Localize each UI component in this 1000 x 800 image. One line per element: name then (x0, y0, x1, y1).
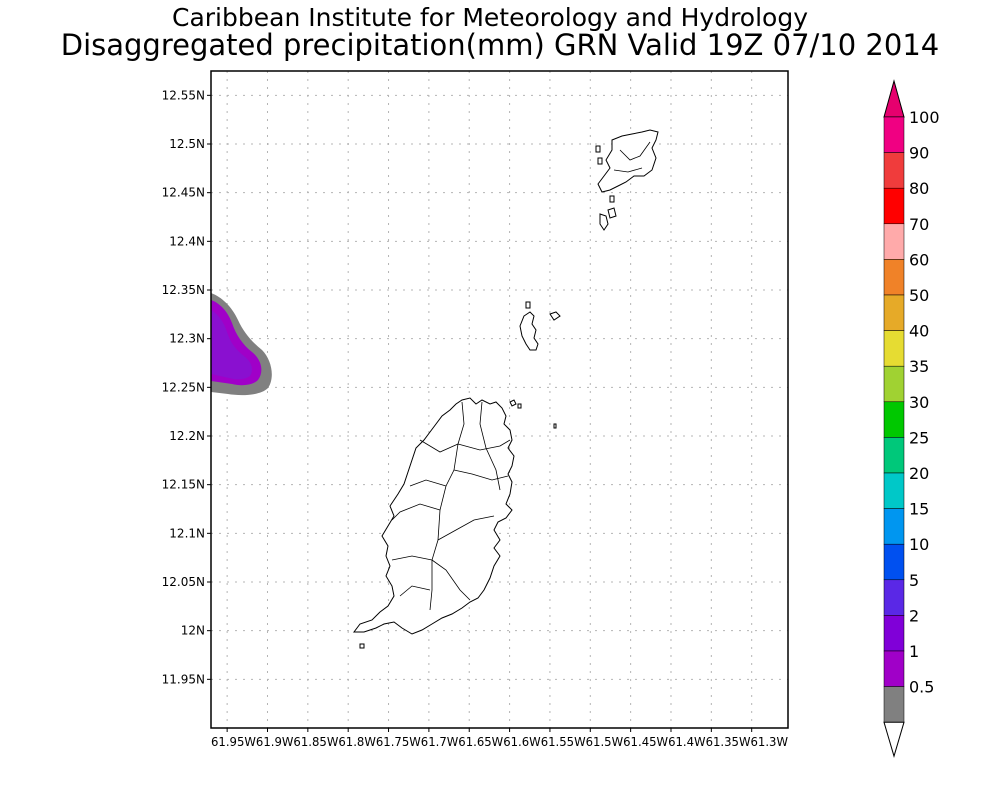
coastline-islands (353, 129, 659, 649)
map-title-institute: Caribbean Institute for Meteorology and … (172, 3, 808, 32)
small-islet (609, 195, 615, 203)
colorbar-label: 70 (909, 215, 929, 234)
ronde-island (519, 311, 539, 351)
colorbar-label: 15 (909, 500, 929, 519)
colorbar-swatch (883, 259, 905, 296)
colorbar-label: 100 (909, 108, 940, 127)
map-gridlines (211, 71, 788, 728)
colorbar-label: 80 (909, 179, 929, 198)
latitude-tick-label: 12.4N (169, 234, 205, 248)
colorbar-label: 60 (909, 250, 929, 269)
colorbar-swatch (883, 579, 905, 616)
small-islet (599, 213, 609, 231)
colorbar-swatch (883, 543, 905, 581)
latitude-tick-label: 11.95N (162, 672, 205, 686)
colorbar-label: 2 (909, 606, 919, 625)
colorbar-legend: 100 90 80 70 60 50 40 35 30 25 20 15 10 5 2 1 0.5 (883, 79, 940, 758)
map-frame (210, 70, 789, 729)
longitude-axis-labels: 61.95W61.9W61.85W61.8W61.75W61.7W61.65W6… (211, 735, 788, 749)
latitude-tick-label: 12.15N (162, 478, 205, 492)
latitude-tick-label: 12.35N (162, 283, 205, 297)
latitude-tick-label: 12.1N (169, 526, 205, 540)
colorbar-label: 1 (909, 642, 919, 661)
grenada-island (353, 397, 515, 635)
small-islet (595, 145, 601, 153)
latitude-tick-label: 12.3N (169, 332, 205, 346)
map-title-product: Disaggregated precipitation(mm) GRN Vali… (60, 28, 940, 62)
colorbar-swatch (883, 187, 905, 225)
colorbar-label: 5 (909, 571, 919, 590)
latitude-tick-label: 12N (181, 624, 205, 638)
colorbar-swatch (883, 365, 905, 403)
colorbar-label: 40 (909, 322, 929, 341)
colorbar-swatch (883, 615, 905, 652)
colorbar-label: 20 (909, 464, 929, 483)
small-islet (509, 399, 517, 407)
colorbar-swatch (883, 508, 905, 545)
carriacou-island (597, 129, 659, 193)
small-islet (525, 301, 531, 309)
colorbar-top-arrow (883, 79, 905, 118)
colorbar-label: 25 (909, 428, 929, 447)
small-islet (607, 207, 617, 219)
latitude-tick-label: 12.2N (169, 429, 205, 443)
colorbar-swatch (883, 650, 905, 687)
colorbar-swatch (883, 472, 905, 509)
colorbar-label: 35 (909, 357, 929, 376)
colorbar-label: 30 (909, 393, 929, 412)
small-islet (549, 311, 561, 321)
latitude-tick-label: 12.5N (169, 137, 205, 151)
colorbar-label: 90 (909, 144, 929, 163)
precipitation-shading (211, 293, 272, 396)
colorbar-bottom-arrow (883, 721, 905, 758)
colorbar-swatch (883, 152, 905, 189)
colorbar-swatch (883, 437, 905, 474)
colorbar-swatch (883, 401, 905, 438)
colorbar-swatch (883, 116, 905, 153)
latitude-tick-label: 12.45N (162, 186, 205, 200)
colorbar-label: 50 (909, 286, 929, 305)
parish-boundaries (391, 141, 651, 611)
colorbar-label: 10 (909, 535, 929, 554)
colorbar-swatch (883, 294, 905, 331)
latitude-tick-label: 12.05N (162, 575, 205, 589)
small-islet (553, 423, 557, 429)
colorbar-label: 0.5 (909, 678, 934, 697)
latitude-tick-label: 12.55N (162, 88, 205, 102)
precip-area-2mm (211, 310, 252, 380)
latitude-tick-label: 12.25N (162, 380, 205, 394)
colorbar-swatch (883, 686, 905, 723)
small-islet (597, 157, 603, 165)
latitude-axis: 12.55N 12.5N 12.45N 12.4N 12.35N 12.3N 12.25N 1… (162, 88, 753, 732)
colorbar-swatch (883, 330, 905, 367)
colorbar-swatch (883, 223, 905, 260)
small-islet (517, 403, 522, 409)
small-islet (359, 643, 365, 649)
